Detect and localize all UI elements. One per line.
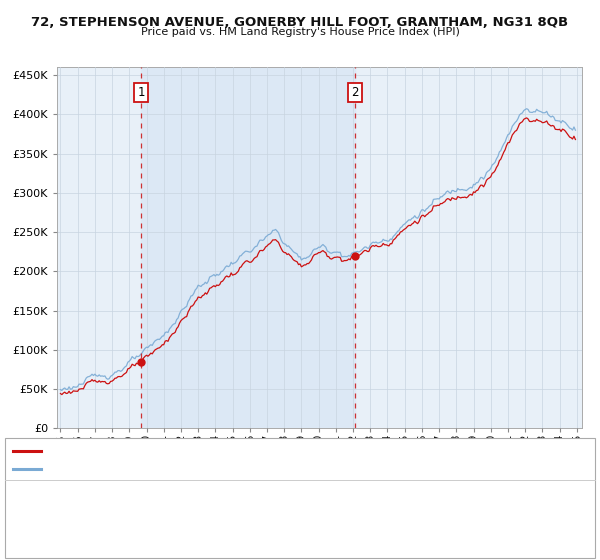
Text: £85,000: £85,000 <box>159 489 204 499</box>
Text: 09-SEP-1999: 09-SEP-1999 <box>51 489 121 499</box>
Text: Contains HM Land Registry data © Crown copyright and database right 2024.: Contains HM Land Registry data © Crown c… <box>13 529 349 538</box>
Text: HPI: Average price, detached house, South Kesteven: HPI: Average price, detached house, Sout… <box>47 464 304 474</box>
Text: 72, STEPHENSON AVENUE, GONERBY HILL FOOT, GRANTHAM, NG31 8QB: 72, STEPHENSON AVENUE, GONERBY HILL FOOT… <box>31 16 569 29</box>
Text: 2: 2 <box>351 86 359 99</box>
Bar <box>142 67 355 428</box>
Text: 72, STEPHENSON AVENUE, GONERBY HILL FOOT, GRANTHAM, NG31 8QB (detached house): 72, STEPHENSON AVENUE, GONERBY HILL FOOT… <box>47 446 491 456</box>
Text: 08-FEB-2012: 08-FEB-2012 <box>51 508 121 519</box>
Text: £220,000: £220,000 <box>159 508 211 519</box>
Text: 10% ↓ HPI: 10% ↓ HPI <box>258 489 317 499</box>
Text: 2: 2 <box>14 508 22 519</box>
Text: 1: 1 <box>14 489 22 499</box>
Text: This data is licensed under the Open Government Licence v3.0.: This data is licensed under the Open Gov… <box>13 542 289 550</box>
Text: 1: 1 <box>137 86 145 99</box>
Text: Price paid vs. HM Land Registry's House Price Index (HPI): Price paid vs. HM Land Registry's House … <box>140 27 460 38</box>
Text: 2% ↓ HPI: 2% ↓ HPI <box>258 508 310 519</box>
